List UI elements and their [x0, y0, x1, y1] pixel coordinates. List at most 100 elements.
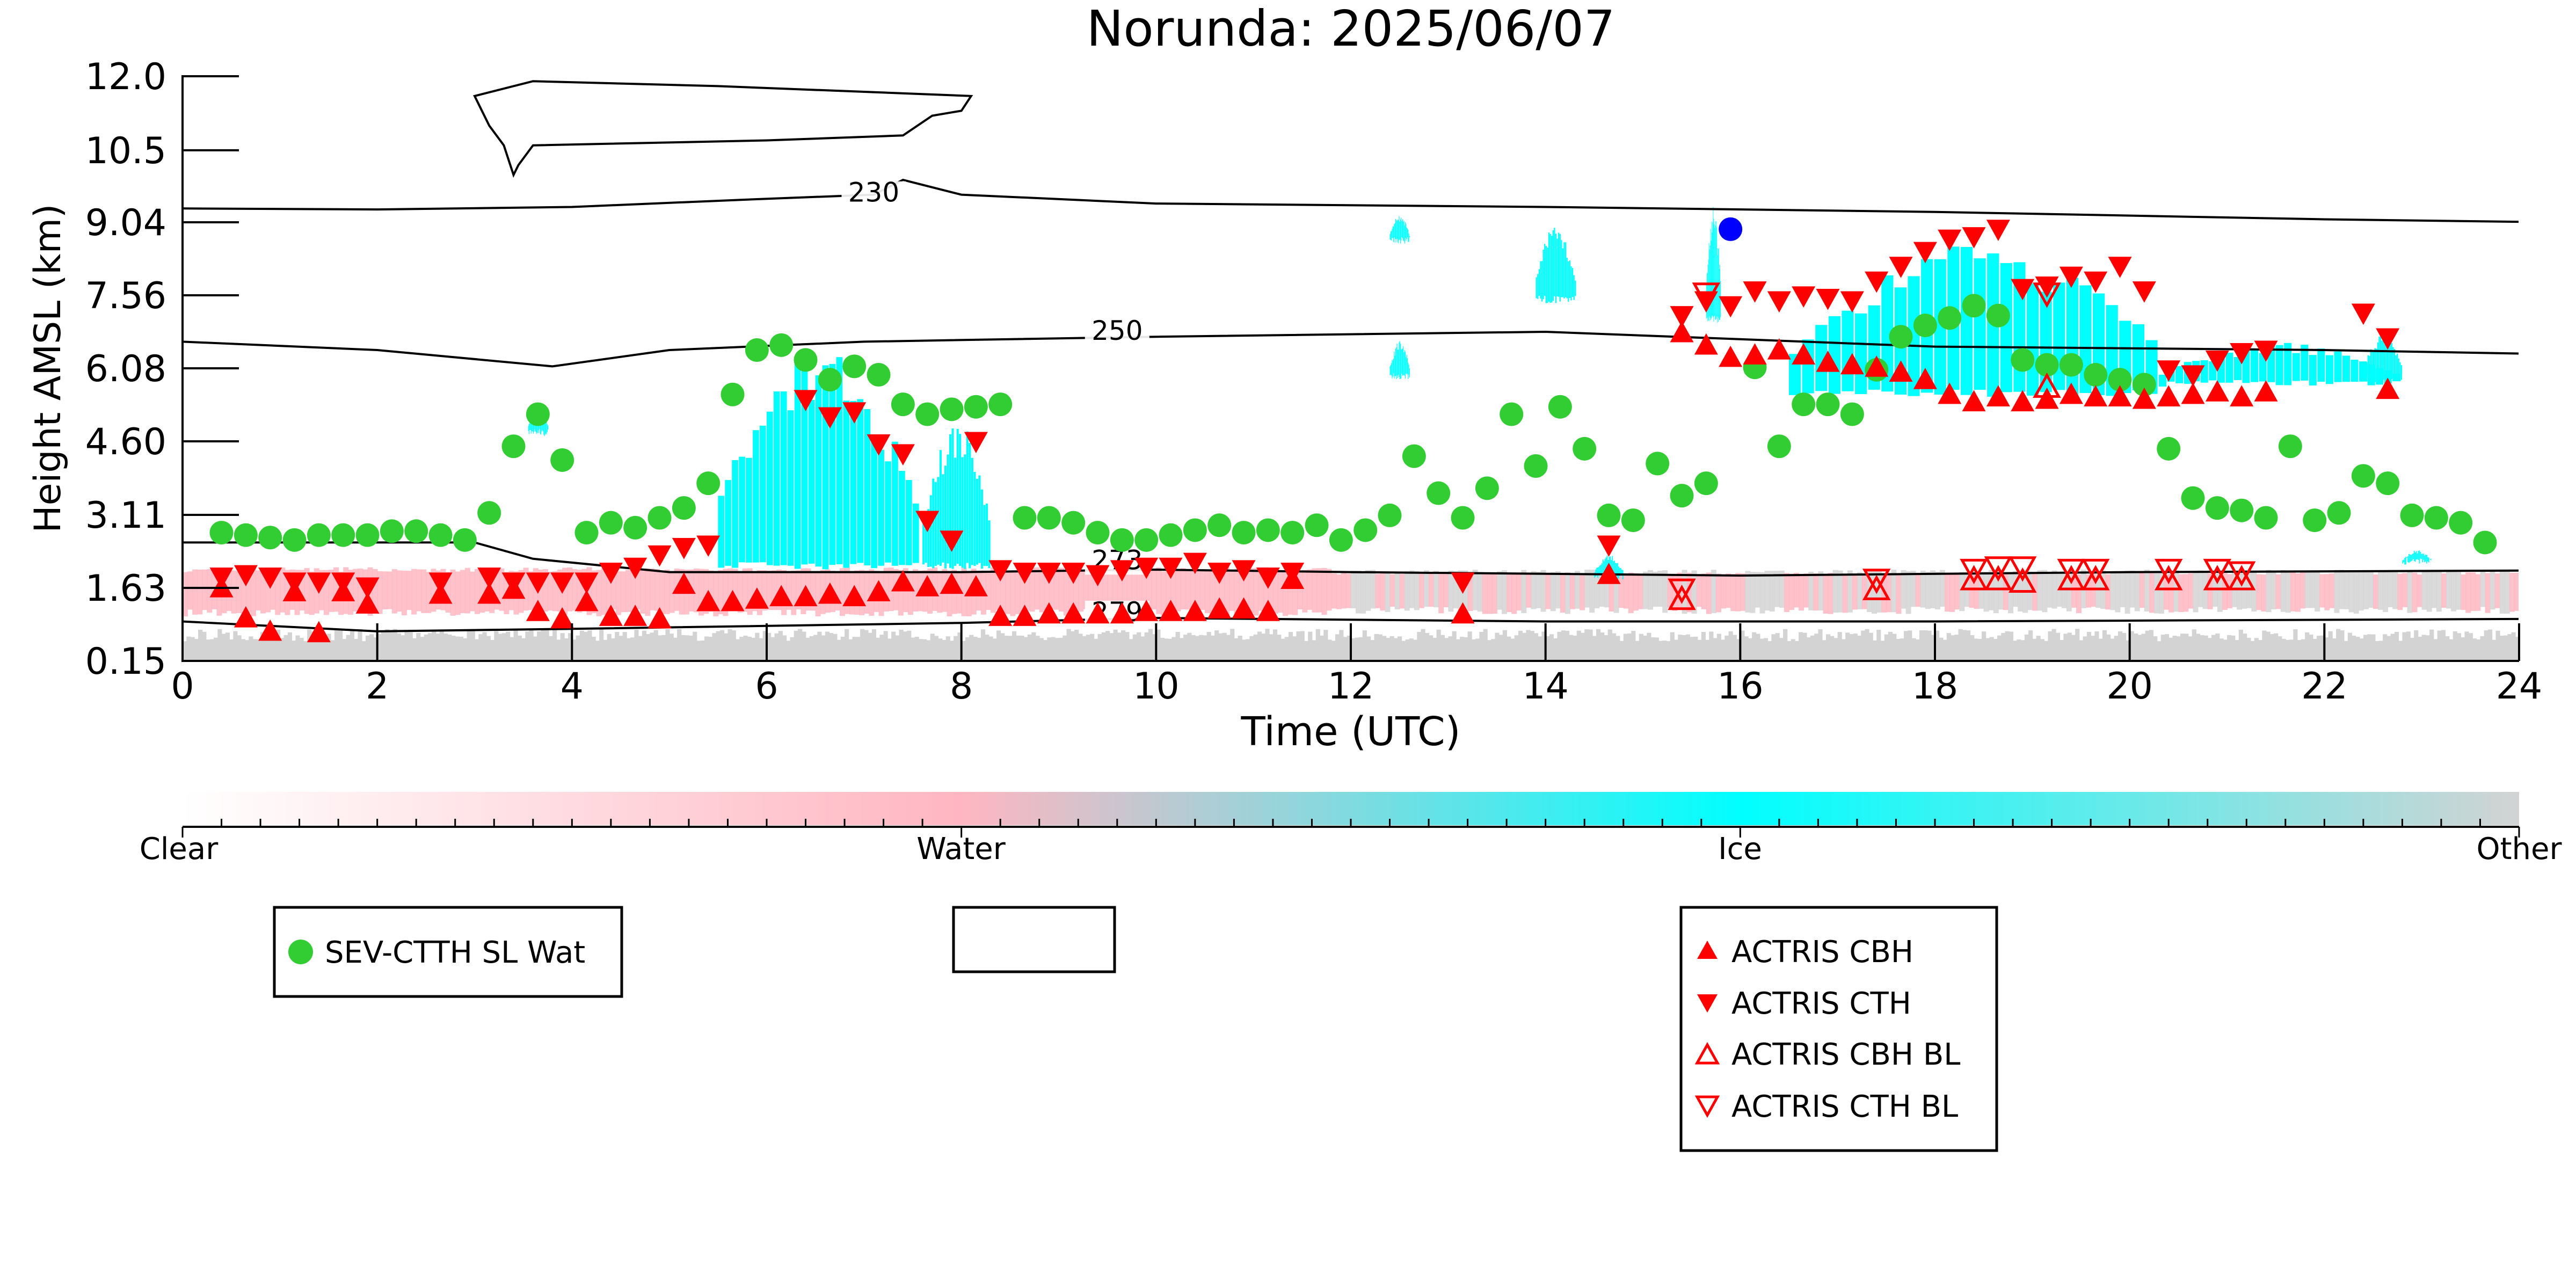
ice-column — [1600, 564, 1602, 573]
other-column — [1292, 636, 1297, 661]
other-column — [264, 640, 269, 661]
ice-column — [2383, 339, 2384, 380]
ice-column — [2424, 555, 2425, 563]
other-column — [1721, 639, 1726, 661]
other-column — [1020, 635, 1024, 661]
other-column — [2207, 638, 2212, 661]
other-column — [1830, 636, 1835, 661]
cbh-bl-point — [2227, 565, 2256, 591]
cbh-point — [1865, 355, 1889, 377]
water-column — [1053, 567, 1059, 610]
water-column — [1214, 569, 1220, 616]
other-column — [1611, 633, 1617, 661]
ice-column — [932, 478, 935, 569]
water-column — [694, 568, 699, 613]
other-column — [731, 630, 736, 661]
water-column — [1117, 569, 1123, 614]
other-column — [498, 634, 503, 661]
other-column — [1261, 634, 1266, 661]
ice-column — [1573, 275, 1575, 300]
water-column — [1399, 574, 1405, 609]
cth-bl-point — [2057, 558, 2086, 585]
water-column — [2042, 570, 2048, 613]
water-column — [1954, 573, 1960, 610]
other-column — [358, 629, 362, 661]
sev-point — [1524, 454, 1548, 478]
other-column — [1596, 629, 1601, 661]
other-column — [1382, 636, 1387, 661]
ice-column — [1601, 563, 1603, 579]
other-column — [739, 637, 744, 661]
ice-column — [2403, 559, 2405, 563]
other-column — [926, 640, 931, 661]
water-column — [834, 572, 840, 611]
cbh-point — [2084, 385, 2108, 406]
ice-column — [2415, 551, 2417, 560]
ice-column — [2390, 340, 2391, 378]
other-column — [1705, 639, 1710, 661]
ice-column — [871, 439, 877, 569]
other-column — [1915, 639, 1920, 661]
legend-sev: SEV-CTTH SL Wat — [273, 906, 623, 998]
other-column — [1409, 638, 1414, 661]
other-column — [1814, 634, 1819, 661]
water-column — [2397, 573, 2403, 610]
cth-point — [867, 434, 891, 456]
water-column — [767, 570, 772, 610]
x-axis-label: Time (UTC) — [1240, 709, 1460, 755]
other-column — [2456, 633, 2462, 661]
other-column — [1674, 639, 1679, 661]
ice-column — [1548, 232, 1550, 302]
other-column — [1728, 631, 1733, 661]
other-column — [2075, 629, 2080, 661]
x-tick-label: 6 — [755, 665, 778, 708]
other-column — [1284, 637, 1289, 661]
cth-point — [794, 390, 818, 411]
water-column — [494, 567, 500, 610]
water-column — [883, 567, 889, 612]
other-column — [513, 630, 518, 661]
water-column — [2509, 572, 2515, 612]
cbh-point — [2376, 377, 2400, 399]
legend-cbh-bl-marker — [1694, 1042, 1720, 1065]
cbh-point — [867, 580, 891, 601]
other-column — [1588, 629, 1593, 661]
other-column — [595, 641, 600, 661]
water-column — [654, 569, 660, 611]
water-column — [815, 571, 821, 616]
other-column — [1374, 634, 1379, 661]
ice-column — [1559, 234, 1561, 302]
other-column — [435, 634, 440, 661]
cth-point — [1962, 227, 1986, 249]
cbh-point — [1134, 600, 1159, 621]
water-column — [1467, 573, 1473, 611]
other-column — [1265, 629, 1270, 661]
other-column — [1647, 632, 1651, 661]
other-column — [1218, 633, 1223, 661]
water-column — [1813, 573, 1819, 611]
other-column — [1234, 638, 1239, 661]
cth-point — [258, 567, 282, 589]
water-column — [1326, 569, 1332, 611]
water-column — [2358, 572, 2364, 611]
water-column — [1356, 571, 1362, 614]
water-column — [1550, 572, 1556, 612]
water-column — [1000, 571, 1006, 613]
water-column — [1983, 571, 1989, 612]
other-column — [283, 635, 288, 661]
other-column — [1094, 638, 1098, 661]
ice-column — [843, 401, 850, 568]
other-column — [1701, 632, 1706, 661]
other-column — [1312, 640, 1316, 661]
water-column — [2383, 570, 2389, 613]
other-column — [2219, 638, 2224, 661]
other-column — [2332, 638, 2337, 661]
other-column — [1954, 635, 1959, 661]
cbh-point — [574, 590, 599, 612]
water-column — [1034, 567, 1040, 610]
other-column — [1919, 630, 1924, 661]
water-column — [1049, 571, 1054, 609]
ice-column — [2251, 350, 2259, 382]
cth-point — [988, 560, 1013, 581]
water-column — [995, 570, 1001, 610]
